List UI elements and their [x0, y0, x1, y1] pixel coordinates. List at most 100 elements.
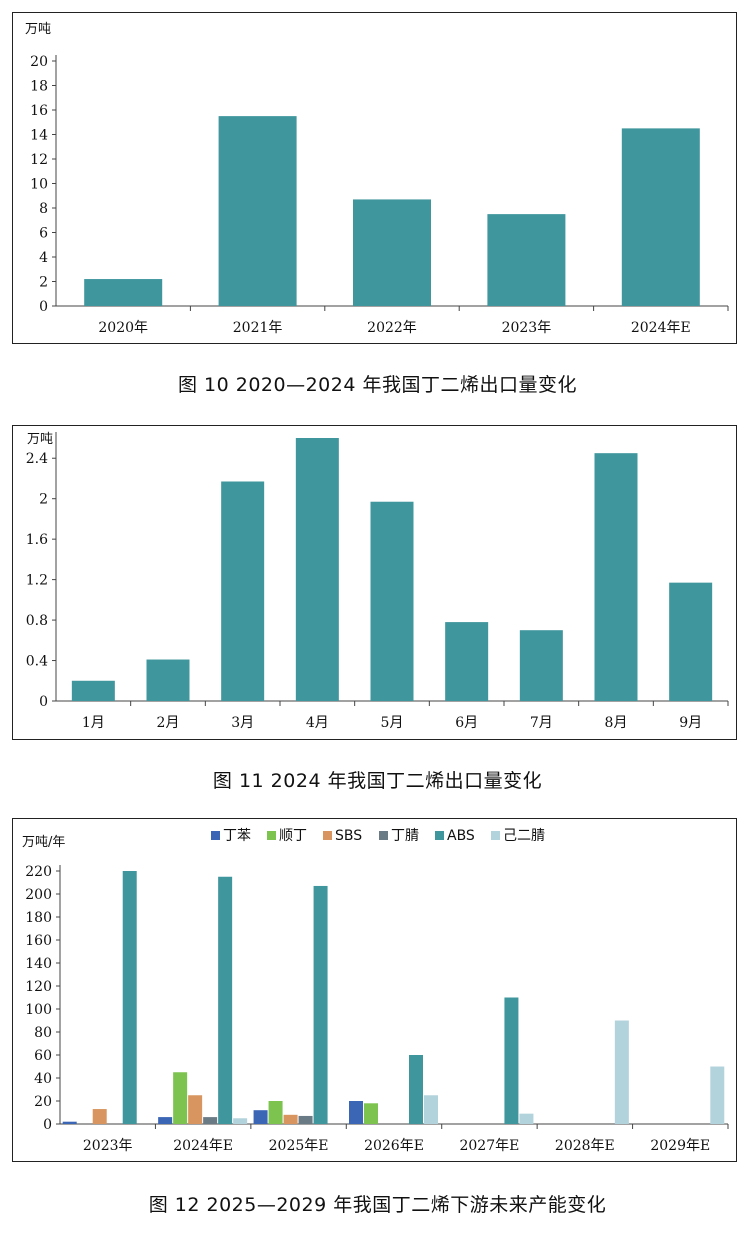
bar	[353, 199, 431, 306]
x-tick-label: 4月	[306, 715, 329, 731]
chart-panel-fig10: 万吨 0 2 4 6 8 10 12 14 16 18 20 2020年 2021年 2022年 2023年 2…	[12, 12, 737, 344]
unit-label: 万吨/年	[22, 835, 65, 850]
unit-label: 万吨	[25, 22, 51, 37]
y-tick-label: 20	[34, 1094, 52, 1110]
y-tick-label: 0	[39, 694, 48, 710]
bar-丁苯	[253, 1110, 268, 1124]
x-tick-label: 8月	[605, 715, 628, 731]
caption-fig12: 图 12 2025—2029 年我国丁二烯下游未来产能变化	[148, 1194, 607, 1216]
y-tick-label: 6	[39, 226, 48, 242]
y-tick-label: 0	[43, 1117, 52, 1133]
y-tick-label: 2.4	[26, 451, 48, 467]
x-tick-label: 2023年	[502, 320, 552, 336]
x-tick-label: 2023年	[83, 1138, 133, 1154]
bar	[218, 116, 297, 306]
y-tick-label: 2	[39, 492, 48, 508]
legend-label: SBS	[335, 828, 362, 844]
caption-fig10: 图 10 2020—2024 年我国丁二烯出口量变化	[177, 374, 577, 396]
legend-label: 丁苯	[223, 827, 251, 844]
legend-swatch	[491, 831, 500, 840]
x-tick-label: 2024年E	[173, 1138, 233, 1154]
y-tick-label: 80	[34, 1025, 52, 1041]
chart-fig11: 万吨 0 0.4 0.8 1.2 1.6 2 2.4 1月 2月 3月 4月 5月 6月 7月 8月 9月	[26, 432, 729, 731]
bar	[487, 214, 566, 306]
bar-SBS	[188, 1095, 203, 1124]
bar-己二腈	[519, 1113, 534, 1124]
legend-label: ABS	[447, 828, 475, 844]
bar	[84, 279, 163, 306]
bar	[146, 659, 190, 701]
bar-ABS	[504, 997, 519, 1124]
x-tick-label: 2029年E	[650, 1138, 710, 1154]
bar-ABS	[409, 1055, 423, 1124]
x-tick-label: 3月	[231, 715, 254, 731]
bar-SBS	[92, 1109, 107, 1124]
bar-ABS	[218, 876, 233, 1124]
bar-己二腈	[710, 1066, 725, 1124]
bar-丁腈	[298, 1115, 313, 1124]
unit-label: 万吨	[27, 432, 53, 447]
chart-fig12: 万吨/年 0 20 40 60 80 100 120 140 160 180 200 220 2023年 2…	[22, 827, 729, 1154]
chart-fig10: 万吨 0 2 4 6 8 10 12 14 16 18 20 2020年 2021年 2022年 2023年 2…	[25, 22, 729, 336]
bar	[519, 630, 563, 701]
bar	[669, 582, 713, 701]
legend-label: 丁腈	[391, 828, 419, 844]
bar-己二腈	[614, 1020, 629, 1124]
y-tick-label: 160	[25, 933, 52, 949]
chart-panel-fig11: 万吨 0 0.4 0.8 1.2 1.6 2 2.4 1月 2月 3月 4月 5月 6月 7月 8月 9月	[12, 425, 737, 740]
bar-ABS	[313, 885, 328, 1124]
chart-panel-fig12: 万吨/年 0 20 40 60 80 100 120 140 160 180 200 220 2023年 2…	[12, 818, 737, 1162]
y-tick-label: 140	[25, 956, 52, 972]
bar	[445, 622, 489, 701]
x-tick-label: 1月	[82, 715, 105, 731]
x-tick-label: 5月	[381, 715, 404, 731]
y-tick-label: 16	[30, 103, 48, 119]
bar	[370, 501, 414, 701]
legend-label: 己二腈	[503, 828, 545, 844]
bar-丁苯	[62, 1121, 77, 1124]
bar-己二腈	[424, 1095, 438, 1124]
legend-swatch	[323, 831, 332, 840]
x-tick-label: 2028年E	[555, 1138, 615, 1154]
x-tick-label: 2月	[157, 715, 180, 731]
y-tick-label: 20	[30, 54, 48, 70]
x-tick-label: 6月	[455, 715, 478, 731]
x-tick-label: 2022年	[367, 320, 417, 336]
x-tick-label: 2021年	[233, 320, 283, 336]
legend-label: 顺丁	[279, 828, 307, 844]
y-tick-label: 0.4	[26, 654, 48, 670]
x-tick-label: 2025年E	[269, 1138, 329, 1154]
y-tick-label: 12	[30, 152, 48, 168]
x-tick-label: 2027年E	[459, 1138, 519, 1154]
y-tick-label: 200	[25, 887, 52, 903]
bar-丁苯	[158, 1117, 173, 1124]
bar-顺丁	[268, 1101, 283, 1124]
bar	[221, 481, 265, 701]
x-tick-label: 7月	[530, 715, 553, 731]
legend-swatch	[267, 831, 276, 840]
y-tick-label: 10	[30, 177, 48, 193]
bar	[594, 453, 638, 701]
legend-swatch	[435, 831, 444, 840]
y-tick-label: 4	[39, 250, 48, 266]
y-tick-label: 100	[25, 1002, 52, 1018]
bar-SBS	[283, 1114, 298, 1124]
legend-swatch	[379, 831, 388, 840]
y-tick-label: 220	[25, 864, 52, 880]
bar-顺丁	[364, 1103, 378, 1124]
y-tick-label: 18	[30, 79, 48, 95]
x-tick-label: 2024年E	[631, 320, 691, 336]
caption-fig11: 图 11 2024 年我国丁二烯出口量变化	[212, 770, 543, 792]
bar	[71, 680, 115, 701]
bar-己二腈	[233, 1118, 248, 1124]
bar-顺丁	[173, 1072, 188, 1124]
y-tick-label: 120	[25, 979, 52, 995]
bar	[621, 128, 700, 306]
x-tick-label: 2026年E	[364, 1138, 424, 1154]
y-tick-label: 0	[39, 299, 48, 315]
bar	[295, 438, 339, 701]
y-tick-label: 8	[39, 201, 48, 217]
y-tick-label: 60	[34, 1048, 52, 1064]
y-tick-label: 180	[25, 910, 52, 926]
y-tick-label: 1.6	[26, 532, 48, 548]
